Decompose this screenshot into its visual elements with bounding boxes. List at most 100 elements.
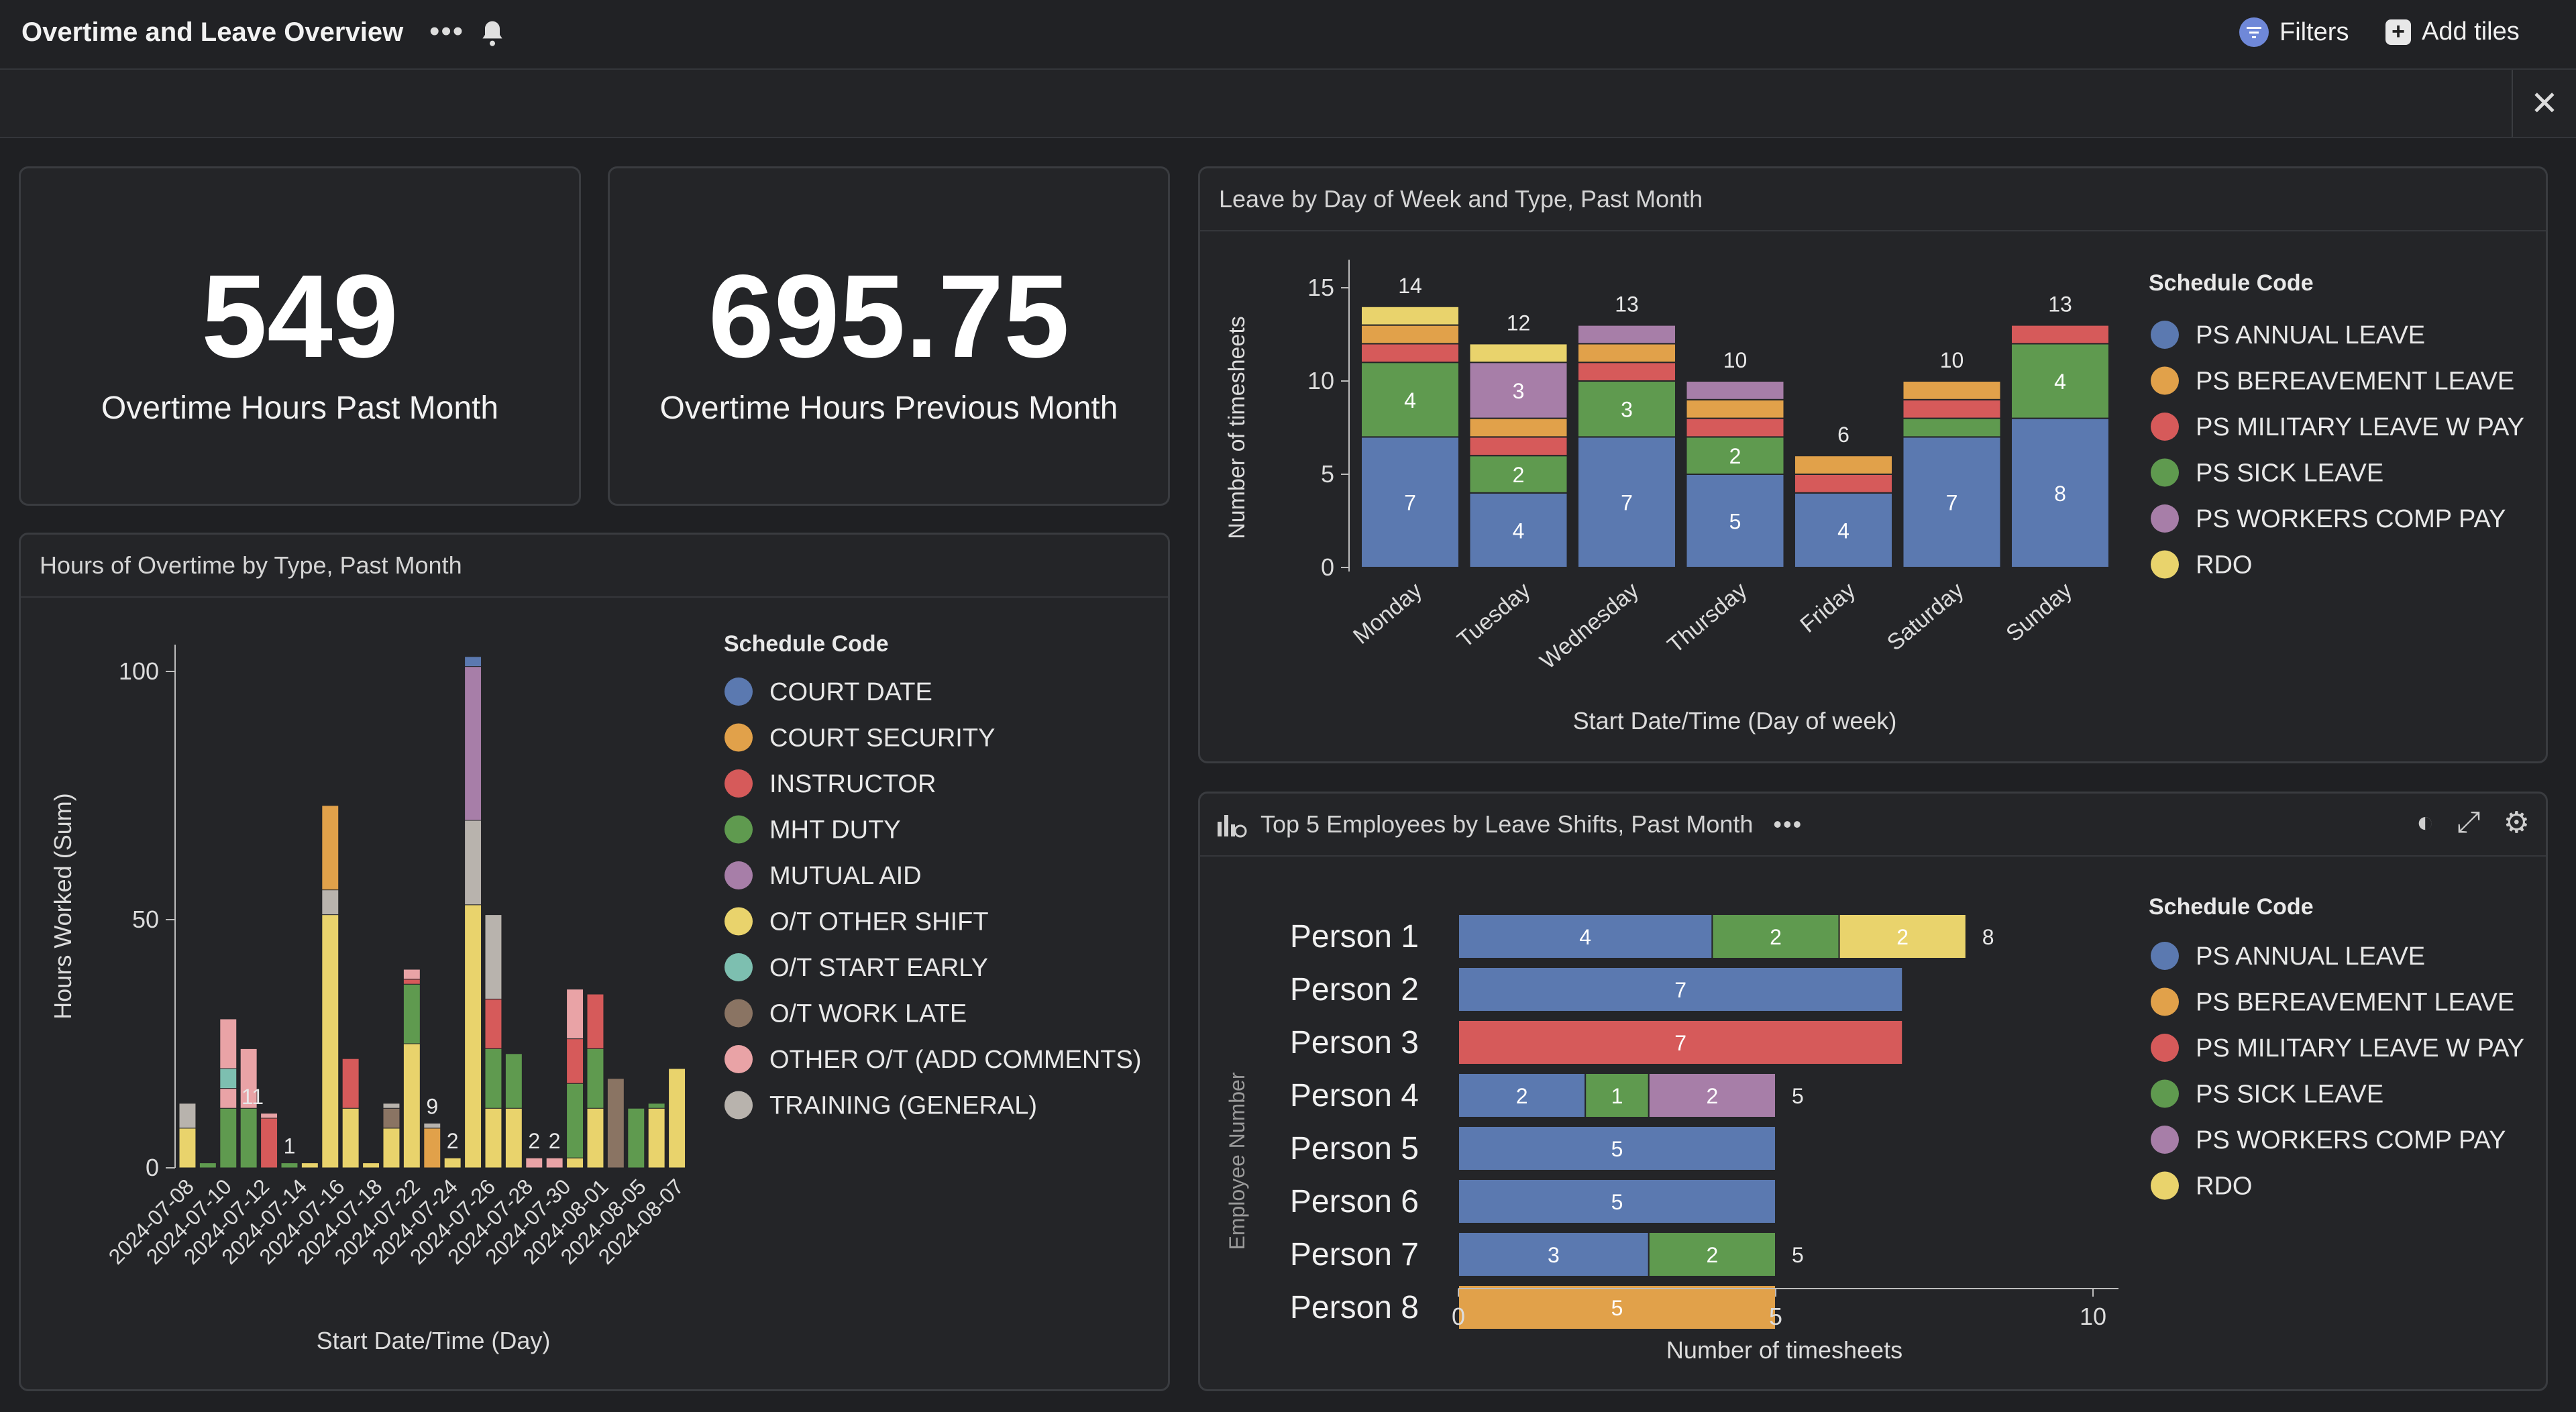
bar-segment xyxy=(1468,343,1568,364)
legend-swatch xyxy=(724,1091,753,1120)
segment-label: 1 xyxy=(1611,1084,1623,1108)
bar-segment xyxy=(239,1048,258,1109)
kpi-label: Overtime Hours Past Month xyxy=(101,390,499,426)
legend-title: Schedule Code xyxy=(2149,894,2314,920)
total-label: 14 xyxy=(1398,274,1422,298)
legend-title: Schedule Code xyxy=(724,631,889,657)
y-axis-label: Number of timesheets xyxy=(1224,316,1250,539)
segment-label: 2 xyxy=(1707,1243,1719,1267)
legend-label: PS BEREAVEMENT LEAVE xyxy=(2196,989,2514,1017)
legend-label: MUTUAL AID xyxy=(769,862,922,890)
bar-segment xyxy=(1577,343,1676,364)
y-tick-label: 0 xyxy=(146,1154,159,1181)
dashboard-header: Overtime and Leave Overview ••• Filters … xyxy=(0,0,2576,70)
legend-swatch xyxy=(2151,1171,2179,1200)
bar-segment xyxy=(1360,343,1460,364)
bar-segment xyxy=(301,1162,319,1169)
bar-segment xyxy=(484,1107,502,1169)
total-label: 13 xyxy=(1615,292,1639,317)
segment-label: 5 xyxy=(1611,1190,1623,1214)
ellipsis-icon[interactable]: ••• xyxy=(429,15,465,48)
y-tick-label: 100 xyxy=(119,657,159,685)
legend-label: O/T START EARLY xyxy=(769,954,988,982)
data-label: 9 xyxy=(426,1094,438,1118)
close-icon[interactable]: ✕ xyxy=(2512,70,2576,137)
legend-swatch xyxy=(2151,1079,2179,1108)
segment-label: 7 xyxy=(1674,1031,1686,1055)
bar-segment xyxy=(2010,417,2110,568)
legend-label: PS BEREAVEMENT LEAVE xyxy=(2196,368,2514,396)
segment-label: 2 xyxy=(1707,1084,1719,1108)
bar-segment xyxy=(606,1078,625,1169)
tile-title: Hours of Overtime by Type, Past Month xyxy=(21,535,1168,598)
legend-label: OTHER O/T (ADD COMMENTS) xyxy=(769,1046,1142,1074)
legend-label: PS SICK LEAVE xyxy=(2196,459,2383,488)
legend-swatch xyxy=(724,907,753,936)
segment-label: 2 xyxy=(1516,1084,1528,1108)
legend-swatch xyxy=(2151,942,2179,970)
add-tiles-button[interactable]: + Add tiles xyxy=(2385,17,2520,46)
legend-swatch xyxy=(724,861,753,889)
bar-segment xyxy=(1458,914,1713,959)
bar-segment xyxy=(1468,492,1568,568)
top-employees-bar-chart: Person 1 4 2 2 8 Person 2 7 Person 3 7 Person 4 2 1… xyxy=(1225,894,2524,1364)
x-tick-label: Tuesday xyxy=(1452,578,1535,653)
legend-swatch xyxy=(724,723,753,752)
x-tick-label: 10 xyxy=(2080,1303,2106,1330)
bar-segment xyxy=(382,1107,400,1129)
tile-title: Top 5 Employees by Leave Shifts, Past Mo… xyxy=(1260,810,1754,838)
data-label: 2 xyxy=(447,1129,459,1153)
tile-title: Leave by Day of Week and Type, Past Mont… xyxy=(1200,168,2546,231)
legend-label: PS SICK LEAVE xyxy=(2196,1081,2383,1109)
y-tick-label: 0 xyxy=(1321,553,1334,581)
x-axis-label: Start Date/Time (Day) xyxy=(317,1327,551,1354)
bar-segment xyxy=(2010,324,2110,345)
employee-label: Person 7 xyxy=(1290,1237,1419,1272)
bar-segment xyxy=(1577,362,1676,382)
bar-segment xyxy=(178,1128,197,1169)
segment-label: 7 xyxy=(1621,491,1633,515)
data-label: 2 xyxy=(528,1129,540,1153)
bar-segment xyxy=(1794,474,1893,494)
x-tick-label: Thursday xyxy=(1663,578,1752,658)
bar-segment xyxy=(484,1048,502,1109)
total-label: 8 xyxy=(1982,925,1994,949)
y-tick-label: 50 xyxy=(132,906,159,933)
refresh-icon[interactable]: ◐ xyxy=(2416,806,2434,838)
bar-segment xyxy=(1585,1073,1650,1118)
leave-week-bar-chart: 0 5 10 15 Number of timesheets 7 4 14 Monday 4 2 3 1… xyxy=(1224,260,2524,735)
total-label: 10 xyxy=(1940,348,1964,372)
dashboard-title: Overtime and Leave Overview xyxy=(21,17,404,47)
legend-swatch xyxy=(2151,1126,2179,1154)
bar-segment xyxy=(260,1113,278,1119)
kpi-tile-past-month: 549 Overtime Hours Past Month xyxy=(19,166,581,506)
add-tiles-label: Add tiles xyxy=(2422,17,2520,46)
ellipsis-icon[interactable]: ••• xyxy=(1773,810,1803,838)
kpi-label: Overtime Hours Previous Month xyxy=(659,390,1118,426)
bar-segment xyxy=(1902,436,2002,568)
total-label: 6 xyxy=(1837,423,1849,447)
bar-segment xyxy=(402,979,421,985)
bar-segment xyxy=(1794,455,1893,476)
y-tick-label: 5 xyxy=(1321,460,1334,488)
bar-segment xyxy=(382,1128,400,1169)
legend-swatch xyxy=(2151,1034,2179,1062)
bar-segment xyxy=(647,1103,665,1109)
legend-label: PS ANNUAL LEAVE xyxy=(2196,942,2425,971)
bar-segment xyxy=(219,1088,237,1109)
filters-button[interactable]: Filters xyxy=(2239,17,2349,47)
legend-swatch xyxy=(2151,321,2179,349)
segment-label: 3 xyxy=(1621,398,1633,422)
gear-icon[interactable]: ⚙ xyxy=(2503,806,2530,839)
data-label: 1 xyxy=(284,1134,296,1158)
bar-segment xyxy=(402,1043,421,1169)
legend-label: TRAINING (GENERAL) xyxy=(769,1092,1037,1120)
bell-icon[interactable] xyxy=(478,19,507,48)
bar-segment xyxy=(484,914,502,999)
segment-label: 4 xyxy=(1404,388,1416,413)
segment-label: 2 xyxy=(1896,925,1909,949)
bar-segment xyxy=(464,904,482,1169)
bar-segment xyxy=(239,1107,258,1169)
expand-icon[interactable]: ⤢ xyxy=(2457,806,2481,838)
x-axis-label: Start Date/Time (Day of week) xyxy=(1573,707,1897,735)
